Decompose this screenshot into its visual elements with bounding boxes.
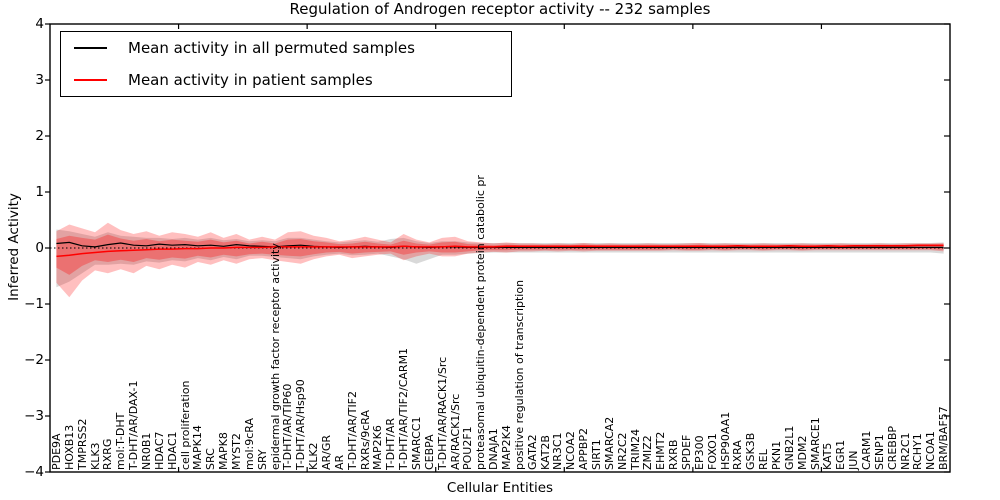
x-tick-label: CEBPA [422,434,436,470]
y-tick-label: 2 [35,128,44,144]
x-tick-label: TRIM24 [628,428,642,470]
x-tick-label: KLK3 [88,442,102,470]
x-tick-label: mol:T-DHT [114,412,128,470]
x-tick-label: FOXO1 [705,433,719,470]
x-tick-label: MAPK14 [191,425,205,470]
x-tick-label: KAT5 [821,442,835,470]
x-tick-label: SMARCE1 [808,417,822,470]
x-tick-label: MAP2K4 [499,425,513,470]
x-tick-label: HDAC7 [152,431,166,470]
x-tick-label: NR0B1 [139,432,153,470]
band-patient-outer [56,222,944,298]
x-tick-label: GSK3B [744,432,758,470]
y-tick-label: 1 [35,184,44,200]
x-tick-label: MAP2K6 [371,425,385,470]
x-tick-label: NCOA1 [924,431,938,470]
x-tick-label: SIRT1 [589,439,603,470]
x-tick-label: CREBBP [885,426,899,470]
x-tick-label: GNB2L1 [782,425,796,470]
x-tick-label: T-DHT/AR/TIP60 [281,383,295,470]
y-axis-label: Inferred Activity [6,193,22,301]
x-tick-label: NR2C1 [898,432,912,470]
x-tick-label: RXRB [667,439,681,470]
x-axis-label: Cellular Entities [446,480,554,496]
x-tick-label: T-DHT/AR/TIF2/CARM1 [397,347,411,470]
x-tick-label: PDE9A [49,433,63,470]
x-tick-label: REL [757,449,771,470]
x-tick-label: HDAC1 [165,431,179,470]
patient-line-swatch-icon [74,79,107,81]
x-tick-label: T-DHT/AR [384,417,398,470]
y-tick-label: −1 [24,296,44,312]
x-tick-label: TMPRSS2 [75,418,89,470]
x-tick-label: AR/GR [319,434,333,470]
x-tick-label: CARM1 [859,430,873,470]
x-tick-label: T-DHT/AR/TIF2 [345,390,359,470]
x-tick-label: GATA2 [525,434,539,470]
x-tick-label: RXRs/9cRA [358,409,372,470]
x-tick-label: mol:9cRA [242,418,256,470]
legend: Mean activity in all permuted samples Me… [60,31,512,97]
x-tick-label: SENP1 [872,434,886,470]
legend-label-patient: Mean activity in patient samples [128,71,373,89]
x-tick-label: KLK2 [307,442,321,470]
y-tick-label: 4 [35,16,44,32]
x-tick-label: EGR1 [834,439,848,470]
series-line-permuted [56,241,944,249]
x-tick-label: SMARCC1 [409,416,423,470]
x-tick-label: NR3C1 [551,432,565,470]
x-tick-label: ZMIZ2 [641,435,655,470]
x-tick-label: PKN1 [769,440,783,470]
x-tick-label: NCOA2 [564,431,578,470]
x-tick-label: NR2C2 [615,432,629,470]
x-tick-label: KAT2B [538,435,552,470]
x-tick-label: MAPK8 [217,432,231,470]
x-tick-label: AR/RACK1/Src [448,393,462,470]
x-tick-label: epidermal growth factor receptor activit… [268,243,282,470]
x-tick-label: HSP90AA1 [718,411,732,470]
x-tick-label: RCHY1 [911,433,925,470]
x-tick-label: DNAJA1 [487,428,501,470]
chart-title: Regulation of Androgen receptor activity… [289,0,711,18]
x-tick-label: SRY [255,449,269,470]
x-tick-label: T-DHT/AR/RACK1/Src [435,356,449,470]
x-tick-label: RXRA [731,440,745,470]
x-tick-label: cell proliferation [178,380,192,470]
x-tick-label: SRC [204,448,218,470]
x-tick-label: positive regulation of transcription [512,279,526,470]
y-tick-label: −3 [24,408,44,424]
x-tick-label: EP300 [692,435,706,470]
x-tick-label: SMARCA2 [602,416,616,470]
x-tick-label: AR [332,454,346,470]
y-tick-label: 3 [35,72,44,88]
x-tick-label: JUN [847,450,861,470]
x-tick-label: MDM2 [795,435,809,470]
series-line-patient [56,244,944,258]
x-tick-label: T-DHT/AR/Hsp90 [294,379,308,470]
x-tick-label: POU2F1 [461,426,475,470]
permuted-line-swatch-icon [74,47,107,49]
legend-row-patient: Mean activity in patient samples [61,71,511,89]
legend-label-permuted: Mean activity in all permuted samples [128,39,415,57]
x-tick-label: BRM/BAF57 [937,406,951,470]
x-tick-label: MYST2 [229,433,243,470]
x-tick-label: RXRG [101,438,115,470]
legend-row-permuted: Mean activity in all permuted samples [61,39,511,57]
x-tick-label: T-DHT/AR/DAX-1 [127,380,141,470]
x-tick-label: APPBP2 [577,428,591,470]
y-tick-label: −2 [24,352,44,368]
y-tick-label: 0 [35,240,44,256]
x-tick-label: EHMT2 [654,431,668,470]
y-tick-label: −4 [24,464,44,480]
band-permuted-std [56,229,944,288]
band-patient-inner [56,234,944,275]
x-tick-label: SPDEF [679,434,693,470]
x-tick-label: proteasomal ubiquitin-dependent protein … [474,175,488,470]
x-tick-label: HOXB13 [62,424,76,470]
